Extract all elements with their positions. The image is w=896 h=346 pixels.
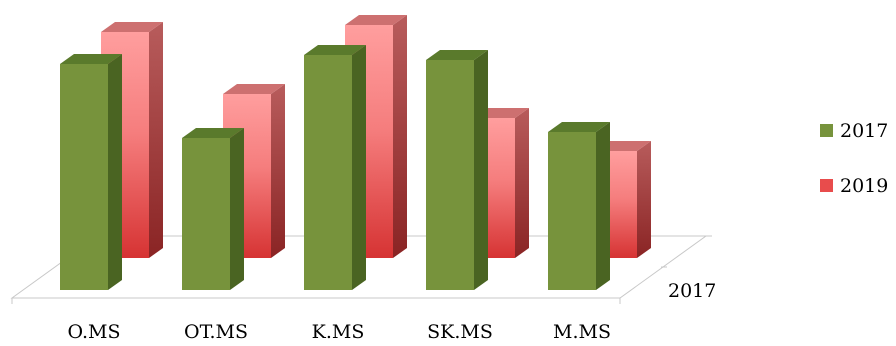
bars <box>60 15 651 290</box>
bar-2019-otms-side <box>271 84 285 258</box>
bar-2017-oms-side <box>108 54 122 290</box>
bar-2017-skms-side <box>474 50 488 290</box>
x-tick-label: SK.MS <box>427 321 493 343</box>
bar-2017-mms-front <box>548 132 596 290</box>
bar-2017-kms-top <box>304 45 366 55</box>
bar-2017-skms-front <box>426 60 474 290</box>
legend-item-2017: 2017 <box>820 120 888 142</box>
bar-2017-oms-top <box>60 54 122 64</box>
bar-2017-otms <box>182 128 244 290</box>
bar-2017-mms-top <box>548 122 610 132</box>
labels: O.MS OT.MS K.MS SK.MS M.MS 2017 <box>68 280 717 343</box>
bar-2017-kms-side <box>352 45 366 290</box>
bar-2019-oms-side <box>149 22 163 258</box>
legend: 2017 2019 <box>820 120 888 197</box>
bar-2019-skms-side <box>515 108 529 258</box>
bar-2019-oms-top <box>101 22 163 32</box>
bar-2017-otms-front <box>182 138 230 290</box>
legend-item-2019: 2019 <box>820 175 888 197</box>
x-tick-label: OT.MS <box>184 321 248 343</box>
bar-2019-kms-side <box>393 15 407 258</box>
bar-2019-mms-side <box>637 141 651 258</box>
legend-swatch <box>820 124 833 137</box>
bar-2017-mms-side <box>596 122 610 290</box>
bar-2017-kms <box>304 45 366 290</box>
x-tick-label: O.MS <box>68 321 121 343</box>
bar-2017-oms-front <box>60 64 108 290</box>
bar-2017-kms-front <box>304 55 352 290</box>
bar-2019-otms-top <box>223 84 285 94</box>
depth-axis-label: 2017 <box>668 280 716 302</box>
bar-2017-skms <box>426 50 488 290</box>
x-tick-label: M.MS <box>553 321 611 343</box>
bar-2017-skms-top <box>426 50 488 60</box>
bar-2017-mms <box>548 122 610 290</box>
bar-2017-oms <box>60 54 122 290</box>
bar-2019-mms <box>589 141 651 258</box>
legend-swatch <box>820 179 833 192</box>
legend-label: 2019 <box>840 175 888 197</box>
x-tick-label: K.MS <box>312 321 365 343</box>
bar-2019-kms-top <box>345 15 407 25</box>
legend-label: 2017 <box>840 120 888 142</box>
bar-2017-otms-side <box>230 128 244 290</box>
bar-2017-otms-top <box>182 128 244 138</box>
